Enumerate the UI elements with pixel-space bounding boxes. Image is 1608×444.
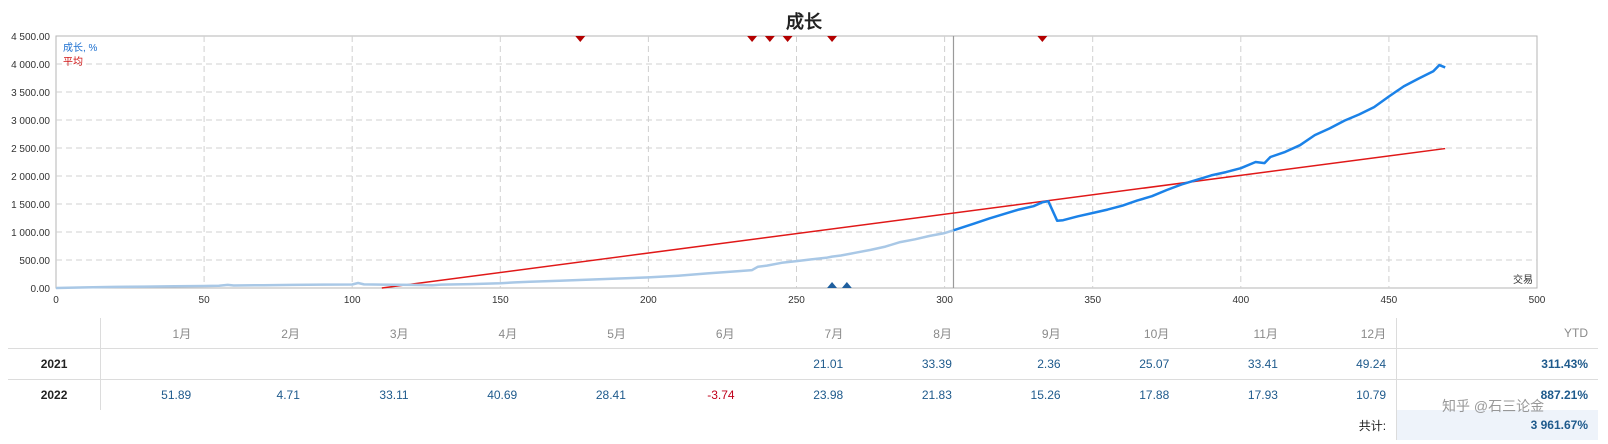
total-label: 共计:: [1358, 418, 1387, 433]
y-tick-label: 3 500.00: [11, 88, 50, 99]
table-row: 2021 21.01 33.39 2.36 25.07 33.41 49.24 311.43%: [8, 348, 1598, 380]
y-tick-label: 0.00: [31, 284, 51, 295]
growth-line-history: [55, 229, 954, 290]
month-value-cell: 25.07: [1070, 348, 1180, 380]
x-tick-label: 500: [1529, 295, 1546, 306]
month-header: 10月: [1143, 326, 1170, 341]
average-line: [381, 147, 1446, 289]
month-value-cell: [100, 348, 202, 380]
y-tick-label: 1 000.00: [11, 228, 50, 239]
top-event-marker: [747, 36, 758, 42]
table-header-row: 1月 2月 3月 4月 5月 6月 7月 8月 9月 10月 11月 12月 YTD: [8, 318, 1598, 349]
x-tick-label: 200: [640, 295, 657, 306]
y-tick-label: 4 000.00: [11, 60, 50, 71]
x-axis-corner-label: 交易: [1513, 273, 1533, 286]
y-tick-label: 2 000.00: [11, 172, 50, 183]
month-header: 11月: [1253, 326, 1278, 341]
empty-cell: [1179, 410, 1288, 440]
x-tick-label: 150: [492, 295, 509, 306]
month-header: 6月: [715, 326, 735, 341]
bottom-event-marker: [841, 282, 852, 288]
year-cell: 2021: [8, 348, 102, 380]
month-header: 7月: [824, 326, 844, 341]
chart-title: 成长: [786, 12, 822, 32]
empty-cell: [745, 410, 854, 440]
month-value-cell: 21.83: [853, 379, 962, 410]
x-tick-label: 400: [1232, 295, 1249, 306]
month-value-cell: 49.24: [1287, 348, 1397, 380]
month-value-cell: 28.41: [527, 379, 636, 410]
x-tick-label: 350: [1084, 295, 1101, 306]
month-value-cell: 10.79: [1287, 379, 1397, 410]
month-value-cell: [201, 348, 310, 380]
top-event-marker: [1037, 36, 1048, 42]
table-row: 2022 51.89 4.71 33.11 40.69 28.41 -3.74 23.98 21…: [8, 379, 1598, 410]
top-event-marker: [575, 36, 586, 42]
y-tick-label: 2 500.00: [11, 144, 50, 155]
ytd-header: YTD: [1396, 318, 1598, 349]
x-tick-label: 0: [53, 295, 59, 306]
month-value-cell: 15.26: [961, 379, 1071, 410]
y-tick-label: 4 500.00: [11, 32, 50, 43]
month-header: 5月: [607, 326, 626, 341]
empty-cell: [419, 410, 528, 440]
empty-cell: [101, 410, 202, 440]
legend-average: 平均: [63, 56, 83, 68]
month-value-cell: 33.41: [1179, 348, 1288, 380]
ytd-value-cell: 887.21%: [1396, 379, 1598, 410]
ytd-value-cell: 311.43%: [1396, 348, 1598, 380]
month-value-cell: 4.71: [201, 379, 310, 410]
legend-growth: 成长, %: [63, 42, 98, 54]
month-header: 4月: [498, 326, 518, 341]
monthly-returns-table: 1月 2月 3月 4月 5月 6月 7月 8月 9月 10月 11月 12月 YTD 2021 21.01…: [8, 318, 1598, 440]
empty-cell: [636, 410, 745, 440]
x-tick-label: 50: [199, 295, 211, 306]
month-value-cell: 33.11: [309, 379, 419, 410]
month-value-cell: [418, 348, 528, 380]
top-event-marker: [764, 36, 775, 42]
y-tick-label: 500.00: [19, 256, 50, 267]
growth-line: [953, 63, 1446, 232]
month-value-cell: 2.36: [961, 348, 1071, 380]
month-value-cell: 17.93: [1179, 379, 1288, 410]
month-header: 8月: [933, 326, 952, 341]
month-value-cell: 17.88: [1070, 379, 1180, 410]
month-header: 2月: [281, 326, 300, 341]
empty-cell: [1071, 410, 1180, 440]
top-event-marker: [782, 36, 793, 42]
x-tick-label: 250: [788, 295, 805, 306]
month-value-cell: 40.69: [418, 379, 528, 410]
y-tick-label: 3 000.00: [11, 116, 50, 127]
year-cell: 2022: [8, 379, 102, 410]
month-header: 12月: [1360, 326, 1387, 341]
y-tick-label: 1 500.00: [11, 200, 50, 211]
x-tick-label: 300: [936, 295, 953, 306]
x-tick-label: 450: [1381, 295, 1398, 306]
month-header: 3月: [389, 326, 409, 341]
empty-cell: [310, 410, 419, 440]
month-value-cell: 23.98: [744, 379, 854, 410]
month-header: 1月: [172, 326, 192, 341]
empty-cell: [8, 410, 101, 440]
x-tick-label: 100: [344, 295, 361, 306]
top-event-marker: [827, 36, 838, 42]
empty-cell: [853, 410, 962, 440]
month-header: 9月: [1041, 326, 1061, 341]
bottom-event-marker: [827, 282, 838, 288]
month-value-cell: [527, 348, 636, 380]
total-row: 共计: 3 961.67%: [8, 410, 1598, 440]
total-value: 3 961.67%: [1396, 410, 1598, 440]
empty-cell: [201, 410, 310, 440]
table-header-corner: [8, 318, 102, 349]
month-value-cell: [309, 348, 419, 380]
month-value-cell: -3.74: [635, 379, 745, 410]
month-value-cell: [635, 348, 745, 380]
watermark: 知乎 @石三论金: [1442, 398, 1545, 414]
month-value-cell: 33.39: [853, 348, 962, 380]
month-value-cell: 51.89: [100, 379, 202, 410]
empty-cell: [962, 410, 1071, 440]
month-value-cell: 21.01: [744, 348, 854, 380]
empty-cell: [527, 410, 636, 440]
